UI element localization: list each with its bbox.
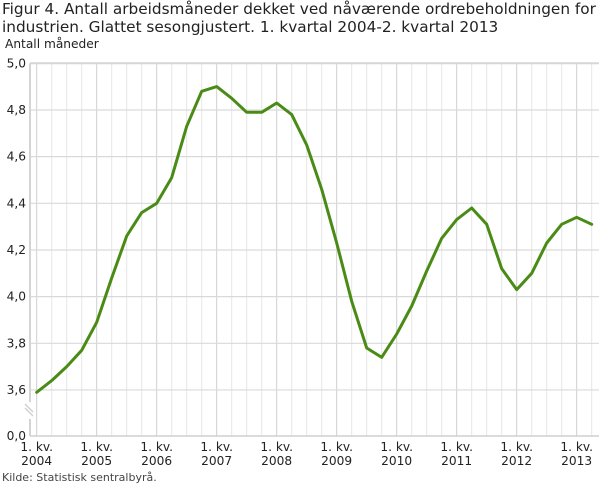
chart-title: Figur 4. Antall arbeidsmåneder dekket ve… xyxy=(2,0,610,36)
axes xyxy=(24,63,599,437)
y-tick-label: 4,0 xyxy=(7,290,26,304)
grid-lines xyxy=(30,62,599,436)
x-tick-label-quarter: 1. kv. xyxy=(200,440,233,454)
x-tick-label-year: 2006 xyxy=(141,454,172,468)
x-tick-label-quarter: 1. kv. xyxy=(80,440,113,454)
chart-title-line2: industrien. Glattet sesongjustert. 1. kv… xyxy=(2,18,499,36)
x-tick-label-quarter: 1. kv. xyxy=(260,440,293,454)
x-tick-label-year: 2004 xyxy=(21,454,52,468)
x-tick-label-year: 2013 xyxy=(561,454,592,468)
y-tick-label: 5,0 xyxy=(7,56,26,70)
x-tick-label-year: 2012 xyxy=(501,454,532,468)
y-axis-label: Antall måneder xyxy=(5,37,99,51)
x-tick-label-quarter: 1. kv. xyxy=(320,440,353,454)
y-tick-label: 4,2 xyxy=(7,243,26,257)
y-tick-label: 3,6 xyxy=(7,383,26,397)
y-tick-label: 0,0 xyxy=(7,429,26,443)
x-tick-label-quarter: 1. kv. xyxy=(500,440,533,454)
data-line xyxy=(35,85,594,394)
source-note: Kilde: Statistisk sentralbyrå. xyxy=(2,471,157,484)
y-axis-ticks: 0,0 3,6 3,8 4,0 4,2 4,4 4,6 4,8 5,0 xyxy=(7,56,27,443)
x-tick-label-quarter: 1. kv. xyxy=(380,440,413,454)
x-tick-label-quarter: 1. kv. xyxy=(140,440,173,454)
chart-title-line1: Figur 4. Antall arbeidsmåneder dekket ve… xyxy=(2,0,596,18)
x-tick-label-year: 2005 xyxy=(81,454,112,468)
x-tick-label-quarter: 1. kv. xyxy=(560,440,593,454)
y-tick-label: 3,8 xyxy=(7,336,26,350)
x-tick-label-quarter: 1. kv. xyxy=(20,440,53,454)
y-tick-label: 4,8 xyxy=(7,103,26,117)
x-tick-label-year: 2007 xyxy=(201,454,232,468)
axis-break-mark xyxy=(24,407,34,417)
y-tick-label: 4,4 xyxy=(7,196,27,210)
x-tick-label-year: 2008 xyxy=(261,454,292,468)
x-tick-label-quarter: 1. kv. xyxy=(440,440,473,454)
axis-break-mark xyxy=(24,403,34,413)
x-tick-label-year: 2011 xyxy=(441,454,472,468)
x-tick-label-year: 2010 xyxy=(381,454,412,468)
y-tick-label: 4,6 xyxy=(7,150,26,164)
x-tick-label-year: 2009 xyxy=(321,454,352,468)
